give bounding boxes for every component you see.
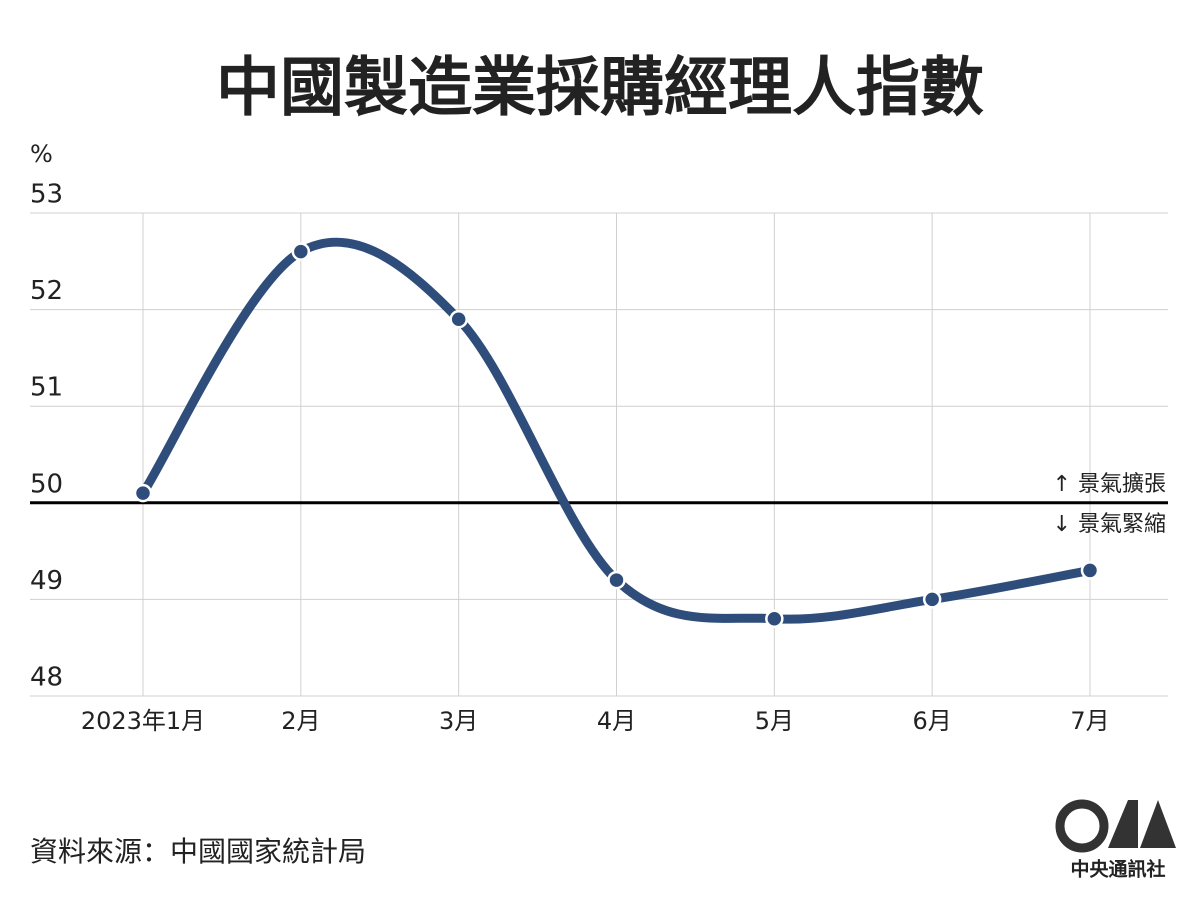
y-tick-label: 49 — [30, 566, 63, 596]
data-point — [765, 609, 784, 628]
logo-circle — [1055, 799, 1109, 853]
x-tick-label: 3月 — [439, 707, 478, 735]
reference-label: ↓ 景氣緊縮 — [1053, 512, 1166, 537]
data-point — [922, 590, 942, 609]
x-tick-label: 5月 — [755, 707, 794, 735]
source: 資料來源：中國國家統計局 — [30, 835, 366, 868]
y-tick-label: 53 — [30, 180, 63, 210]
data-point — [1080, 561, 1100, 580]
data-point — [291, 242, 311, 261]
logo-shape — [1140, 800, 1176, 848]
data-point — [607, 570, 626, 590]
logo-shape — [1108, 800, 1138, 848]
data-point — [449, 310, 468, 329]
x-tick-label: 7月 — [1070, 707, 1109, 735]
reference-label: ↑ 景氣擴張 — [1053, 472, 1166, 497]
logo: 中央通訊社 — [1055, 799, 1176, 881]
y-tick-label: 50 — [30, 469, 63, 499]
x-tick-label: 4月 — [597, 707, 636, 735]
y-axis-label: % — [30, 140, 53, 168]
x-tick-label: 2月 — [281, 707, 320, 735]
logo-text: 中央通訊社 — [1070, 858, 1165, 881]
x-tick-label: 2023年1月 — [81, 707, 205, 735]
y-tick-label: 48 — [30, 663, 63, 693]
y-tick-label: 51 — [30, 373, 63, 403]
y-tick-label: 52 — [30, 276, 63, 306]
x-tick-label: 6月 — [913, 707, 952, 735]
data-point — [133, 483, 153, 503]
line-series — [138, 237, 1095, 624]
chart-title: 中國製造業採購經理人指數 — [216, 52, 984, 126]
